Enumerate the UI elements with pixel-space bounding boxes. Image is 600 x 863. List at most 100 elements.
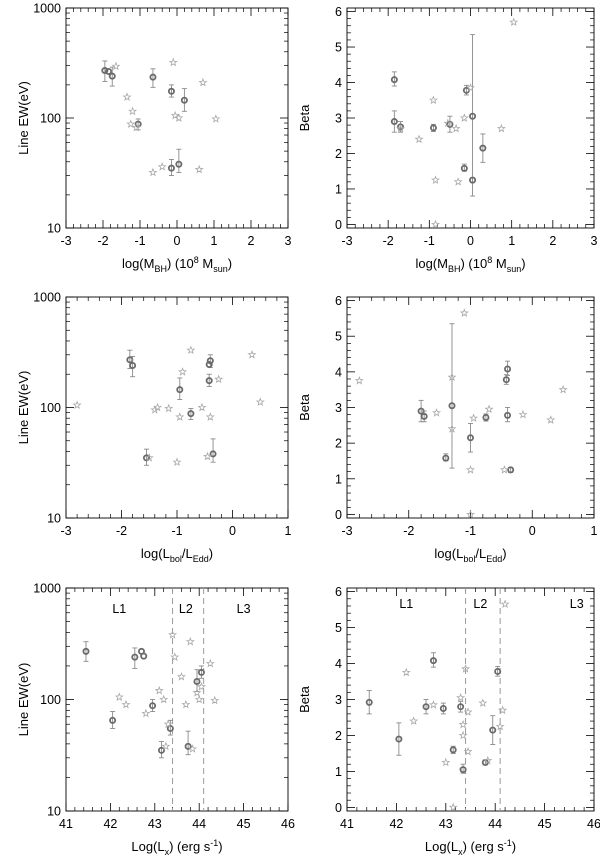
- x-axis-label-part: M: [492, 256, 506, 271]
- data-point-star: [194, 164, 204, 174]
- x-tick-label: 41: [340, 817, 354, 831]
- y-tick-label: 5: [335, 330, 342, 344]
- data-point-star: [478, 698, 488, 707]
- data-point-star: [463, 746, 473, 756]
- data-point-star: [459, 113, 469, 122]
- data-point-circle: [420, 412, 428, 420]
- data-point-circle: [176, 386, 184, 394]
- region-label: L1: [399, 597, 413, 611]
- x-tick-label: -2: [116, 524, 127, 538]
- y-tick-label: 1: [335, 182, 342, 196]
- data-point-circle: [109, 716, 117, 724]
- x-axis-label: log(Lbol/LEdd): [141, 546, 213, 564]
- data-point-circle: [429, 124, 437, 132]
- data-point-circle: [466, 434, 474, 442]
- y-tick-label: 5: [335, 621, 342, 635]
- data-point-star: [194, 694, 204, 704]
- x-axis-label-part: ) (erg s: [463, 839, 505, 854]
- data-point-circle: [131, 653, 139, 661]
- x-tick-label: 45: [538, 817, 552, 831]
- data-point-star: [211, 114, 221, 123]
- y-tick-label: 1: [335, 472, 342, 486]
- y-tick-label: 100: [40, 401, 61, 415]
- x-axis-label: log(Lbol/LEdd): [434, 546, 506, 564]
- x-axis-label-part: ) (10: [460, 256, 487, 271]
- x-tick-label: 1: [591, 524, 598, 538]
- data-point-star: [447, 424, 457, 433]
- data-point-circle: [459, 766, 467, 774]
- x-axis-label-part: M: [199, 256, 213, 271]
- data-point-star: [170, 110, 180, 120]
- panel-5: 41 42 43 44 45 46 10 100 1000 L1 L2 L3 Line EW(eV) Lo…: [16, 582, 295, 858]
- data-point-star: [174, 113, 184, 122]
- data-point-circle: [449, 746, 457, 754]
- data-point-star: [443, 118, 453, 128]
- data-point-circle: [507, 466, 515, 474]
- data-point-circle: [175, 160, 183, 168]
- data-point-star: [114, 692, 124, 701]
- x-axis-label-part: ): [228, 256, 232, 271]
- y-tick-label: 3: [335, 401, 342, 415]
- x-tick-label: 0: [174, 234, 181, 248]
- data-point-star: [432, 408, 442, 417]
- data-point-circle: [193, 678, 201, 686]
- data-point-circle: [469, 176, 477, 184]
- data-point-star: [409, 716, 419, 725]
- data-point-circle: [187, 410, 195, 418]
- y-axis-label: Line EW(eV): [16, 371, 31, 445]
- y-tick-label: 0: [335, 508, 342, 522]
- data-point-star: [463, 707, 473, 716]
- data-point-star: [72, 400, 82, 410]
- data-point-star: [496, 123, 506, 133]
- data-point-circle: [479, 144, 487, 152]
- x-tick-label: -3: [60, 234, 71, 248]
- data-point-circle: [101, 67, 109, 75]
- x-tick-label: 3: [285, 234, 292, 248]
- data-point-star: [483, 755, 493, 765]
- data-point-star: [546, 415, 556, 424]
- data-point-circle: [166, 724, 174, 732]
- data-point-circle: [129, 361, 137, 369]
- data-point-circle: [442, 454, 450, 462]
- x-axis-label: Log(Lx) (erg s-1): [425, 838, 516, 857]
- data-point-circle: [494, 667, 502, 675]
- x-tick-label: -1: [465, 524, 476, 538]
- plot-frame: [65, 587, 289, 812]
- x-tick-label: -3: [60, 524, 71, 538]
- x-tick-label: 2: [549, 234, 556, 248]
- data-point-star: [192, 687, 202, 697]
- x-tick-label: 42: [103, 817, 117, 831]
- data-point-star: [495, 721, 505, 731]
- data-point-star: [148, 167, 158, 177]
- y-tick-label: 3: [335, 112, 342, 126]
- data-point-circle: [108, 72, 116, 80]
- region-label: L2: [473, 597, 487, 611]
- x-tick-label: 2: [248, 234, 255, 248]
- data-point-circle: [180, 96, 188, 104]
- x-tick-label: 44: [488, 817, 502, 831]
- x-axis-label-part: ): [218, 839, 222, 854]
- x-axis-label-part: Log(L: [425, 839, 458, 854]
- x-axis-label-part: 8: [487, 255, 492, 265]
- x-axis-label-part: x: [165, 847, 170, 857]
- y-tick-label: 1000: [33, 291, 61, 305]
- y-tick-label: 6: [335, 585, 342, 599]
- data-point-star: [197, 402, 207, 412]
- x-tick-label: -2: [383, 234, 394, 248]
- y-tick-label: 2: [335, 729, 342, 743]
- data-point-star: [414, 134, 424, 144]
- x-axis-label-part: sun: [213, 264, 228, 274]
- data-point-star: [196, 682, 206, 691]
- data-point-circle: [489, 726, 497, 734]
- plot-frame: [346, 296, 595, 519]
- data-point-star: [401, 667, 411, 677]
- x-axis-label-part: ): [502, 546, 506, 561]
- data-point-circle: [395, 735, 403, 743]
- data-point-star: [500, 599, 510, 609]
- data-point-circle: [390, 76, 398, 84]
- data-point-star: [168, 630, 178, 639]
- data-point-star: [141, 708, 151, 718]
- x-tick-label: -1: [134, 234, 145, 248]
- data-point-star: [456, 692, 466, 702]
